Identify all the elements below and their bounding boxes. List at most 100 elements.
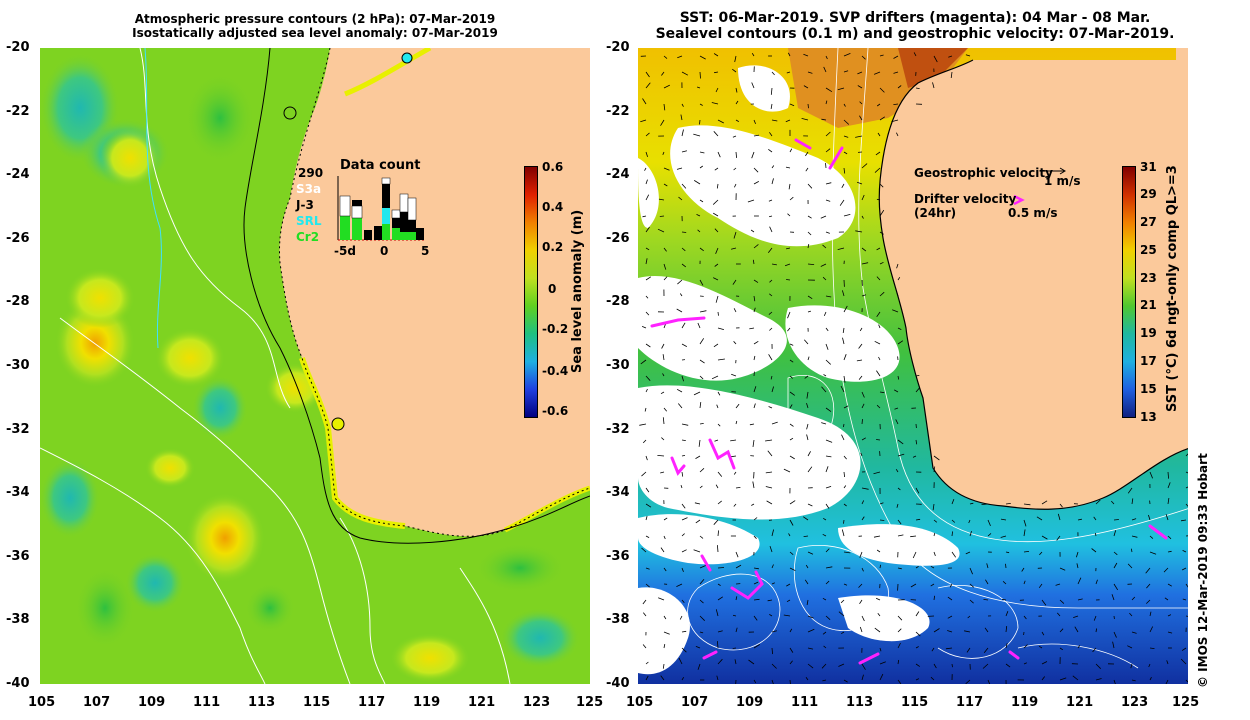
drifter-track xyxy=(702,650,718,660)
sla-tick: 0 xyxy=(548,282,557,296)
sla-tick: -0.2 xyxy=(542,322,569,336)
sla-tick: -0.4 xyxy=(542,364,569,378)
count-bar xyxy=(352,218,362,240)
australia-landmass-left xyxy=(279,48,590,537)
sst-colorbar-label: SST (°C) 6d ngt-only comp QL>=3 xyxy=(1165,165,1180,412)
lat-label: -30 xyxy=(606,358,630,373)
lon-label: 113 xyxy=(248,695,276,710)
sst-tick: 13 xyxy=(1140,410,1157,424)
drifter-track xyxy=(858,652,880,665)
count-bar xyxy=(399,193,409,213)
count-bar xyxy=(382,184,390,208)
lat-label: -22 xyxy=(6,104,30,119)
geostrophic-velocity-label: Geostrophic velocity xyxy=(914,166,1053,180)
lat-label: -26 xyxy=(6,231,30,246)
lat-label: -34 xyxy=(606,485,630,500)
lon-label: 125 xyxy=(576,695,604,710)
sea-level-colorbar xyxy=(524,166,538,418)
lat-label: -24 xyxy=(606,167,630,182)
drifter-scale-arrow xyxy=(1013,194,1025,206)
sst-tick: 23 xyxy=(1140,271,1157,285)
count-bar xyxy=(400,212,408,232)
lon-label: 121 xyxy=(468,695,496,710)
drifter-track xyxy=(650,316,706,328)
lat-label: -34 xyxy=(6,485,30,500)
lon-label: 113 xyxy=(846,695,874,710)
lat-label: -40 xyxy=(6,676,30,691)
sst-tick: 17 xyxy=(1140,354,1157,368)
sea-level-anomaly-plot xyxy=(40,48,590,684)
australia-landmass-right xyxy=(879,60,1188,510)
right-title-line2: Sealevel contours (0.1 m) and geostrophi… xyxy=(655,26,1175,42)
sst-plot xyxy=(638,48,1188,684)
lon-label: 115 xyxy=(303,695,331,710)
data-count-axis-min: -5d xyxy=(334,244,356,258)
drifter-velocity-scale: 0.5 m/s xyxy=(1008,206,1058,220)
sla-tick: -0.6 xyxy=(542,404,569,418)
lat-label: -20 xyxy=(6,40,30,55)
legend-s3a: S3a xyxy=(296,182,322,196)
count-bar xyxy=(351,205,363,219)
count-bar xyxy=(381,177,391,185)
drifter-track xyxy=(828,146,844,170)
lon-label: 105 xyxy=(626,695,654,710)
count-bar xyxy=(408,232,416,240)
imos-credit: © IMOS 12-Mar-2019 09:33 Hobart xyxy=(1196,453,1210,688)
drifter-track xyxy=(794,138,812,150)
lat-label: -40 xyxy=(606,676,630,691)
lon-label: 109 xyxy=(138,695,166,710)
data-count-inset xyxy=(337,176,426,241)
lat-label: -38 xyxy=(606,612,630,627)
count-bar xyxy=(392,228,400,240)
count-bar xyxy=(374,226,382,240)
legend-j3: J-3 xyxy=(296,198,314,212)
tide-gauge-marker xyxy=(401,52,413,64)
lon-label: 107 xyxy=(83,695,111,710)
right-map-title: SST: 06-Mar-2019. SVP drifters (magenta)… xyxy=(640,10,1190,42)
tide-gauge-marker xyxy=(283,106,297,120)
lat-label: -32 xyxy=(6,422,30,437)
lon-label: 125 xyxy=(1172,695,1200,710)
lat-label: -22 xyxy=(606,104,630,119)
count-bar xyxy=(339,195,351,217)
count-bar xyxy=(391,209,401,219)
sst-tick: 29 xyxy=(1140,187,1157,201)
lon-label: 105 xyxy=(28,695,56,710)
count-bar xyxy=(416,228,424,240)
data-count-title: Data count xyxy=(340,158,421,173)
count-bar xyxy=(340,216,350,240)
left-map-title: Atmospheric pressure contours (2 hPa): 0… xyxy=(40,12,590,40)
lon-label: 111 xyxy=(791,695,819,710)
drifter-velocity-label: Drifter velocity xyxy=(914,192,1017,206)
sea-level-anomaly-map: Data count 290 S3a J-3 SRL Cr2 -5d 0 5 0… xyxy=(40,48,590,684)
lon-label: 123 xyxy=(1121,695,1149,710)
lat-label: -28 xyxy=(6,294,30,309)
lat-label: -26 xyxy=(606,231,630,246)
lat-label: -20 xyxy=(606,40,630,55)
lon-label: 117 xyxy=(358,695,386,710)
sea-level-colorbar-label: Sea level anomaly (m) xyxy=(570,209,585,373)
lat-label: -24 xyxy=(6,167,30,182)
count-bar xyxy=(392,218,400,228)
lon-label: 119 xyxy=(413,695,441,710)
right-title-line1: SST: 06-Mar-2019. SVP drifters (magenta)… xyxy=(679,10,1151,26)
geostrophic-velocity-scale: 1 m/s xyxy=(1044,174,1081,188)
drifter-track xyxy=(670,456,686,476)
sst-map: Geostrophic velocity 1 m/s Drifter veloc… xyxy=(638,48,1188,684)
data-count-total: 290 xyxy=(298,166,324,180)
lat-label: -36 xyxy=(6,549,30,564)
sst-tick: 25 xyxy=(1140,243,1157,257)
lat-label: -32 xyxy=(606,422,630,437)
sst-tick: 15 xyxy=(1140,382,1157,396)
lon-label: 123 xyxy=(523,695,551,710)
drifter-track xyxy=(1148,524,1168,540)
lat-label: -28 xyxy=(606,294,630,309)
count-bar xyxy=(382,208,390,224)
drifter-track xyxy=(708,438,736,470)
lat-label: -38 xyxy=(6,612,30,627)
left-title-line2: Isostatically adjusted sea level anomaly… xyxy=(132,26,498,40)
lon-label: 115 xyxy=(901,695,929,710)
count-bar xyxy=(408,220,416,232)
drifter-velocity-period: (24hr) xyxy=(914,206,957,220)
drifter-track xyxy=(700,554,712,572)
